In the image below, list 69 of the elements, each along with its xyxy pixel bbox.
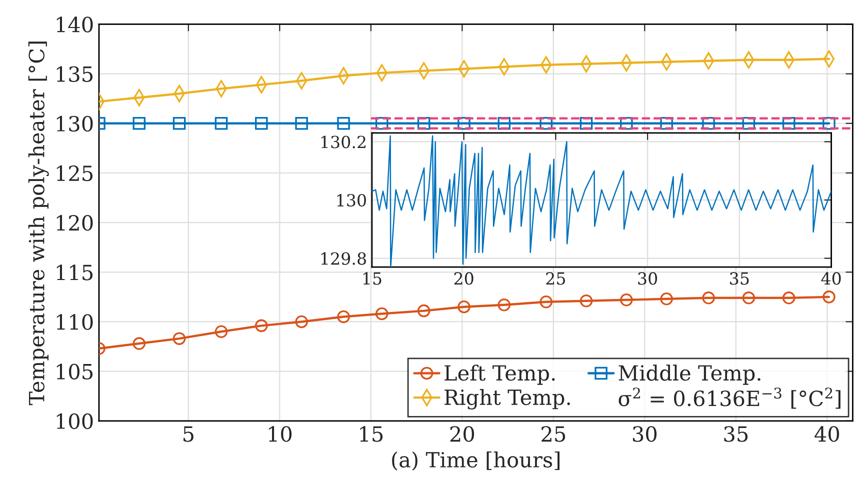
point <box>702 116 715 130</box>
x-tick-label: 30 <box>632 426 657 442</box>
point <box>702 292 715 304</box>
y-tick-label: 140 <box>56 16 93 32</box>
point <box>132 337 146 350</box>
point <box>620 294 633 306</box>
x-tick-label: 25 <box>546 272 565 285</box>
point <box>337 116 350 130</box>
point <box>660 116 673 130</box>
point <box>172 332 186 345</box>
point <box>295 116 308 130</box>
point <box>458 300 470 314</box>
y-tick-label: 105 <box>56 364 93 380</box>
y-tick-label: 110 <box>56 314 93 330</box>
point <box>375 116 388 130</box>
y-tick-label: 125 <box>56 165 93 182</box>
x-tick-label: 40 <box>821 272 841 285</box>
x-axis-title: (a) Time [hours] <box>392 451 560 471</box>
point <box>742 116 756 130</box>
point <box>822 290 836 304</box>
x-tick-label: 5 <box>184 426 194 442</box>
point <box>375 307 388 320</box>
point <box>295 315 308 328</box>
x-tick-label: 30 <box>638 272 658 285</box>
point <box>255 319 268 332</box>
point <box>498 116 511 130</box>
point <box>172 116 186 130</box>
y-tick-label: 130 <box>337 194 366 207</box>
point <box>255 116 268 130</box>
point <box>540 295 553 308</box>
x-tick-label: 15 <box>360 426 383 442</box>
point <box>620 116 633 130</box>
point <box>337 310 350 324</box>
point <box>580 294 593 308</box>
point <box>458 116 470 130</box>
point <box>132 116 146 130</box>
legend-label: Left Temp. <box>444 364 555 385</box>
annotation: σ$^{2}$ = 0.6136E$^{−3}$ [°C$^{2}$] <box>618 388 840 409</box>
point <box>742 292 756 304</box>
point <box>580 116 593 130</box>
x-tick-label: 20 <box>450 426 474 442</box>
legend-label: Middle Temp. <box>618 364 760 385</box>
line-series <box>372 135 832 268</box>
point <box>822 116 836 130</box>
y-tick-label: 129.8 <box>321 252 366 265</box>
point <box>214 325 228 338</box>
legend-label: Right Temp. <box>444 389 570 410</box>
point <box>214 116 228 130</box>
point <box>782 292 796 304</box>
point <box>498 298 511 312</box>
y-tick-label: 115 <box>56 264 93 280</box>
x-tick-label: 25 <box>542 426 566 442</box>
x-tick-label: 10 <box>268 426 292 442</box>
y-tick-label: 135 <box>56 66 93 82</box>
point <box>417 304 430 318</box>
y-tick-label: 130.2 <box>321 136 366 148</box>
x-tick-label: 35 <box>724 426 748 442</box>
x-tick-label: 40 <box>814 426 840 442</box>
y-tick-label: 100 <box>56 413 93 430</box>
y-tick-label: 130 <box>56 116 93 132</box>
y-tick-label: 120 <box>56 215 93 231</box>
x-tick-label: 35 <box>730 272 749 285</box>
x-tick-label: 20 <box>454 272 474 285</box>
point <box>417 116 430 130</box>
y-axis-title: Temperature with poly-heater [°C] <box>28 42 49 406</box>
x-tick-label: 15 <box>363 272 382 285</box>
point <box>660 292 673 306</box>
point <box>782 116 796 130</box>
point <box>540 116 553 130</box>
